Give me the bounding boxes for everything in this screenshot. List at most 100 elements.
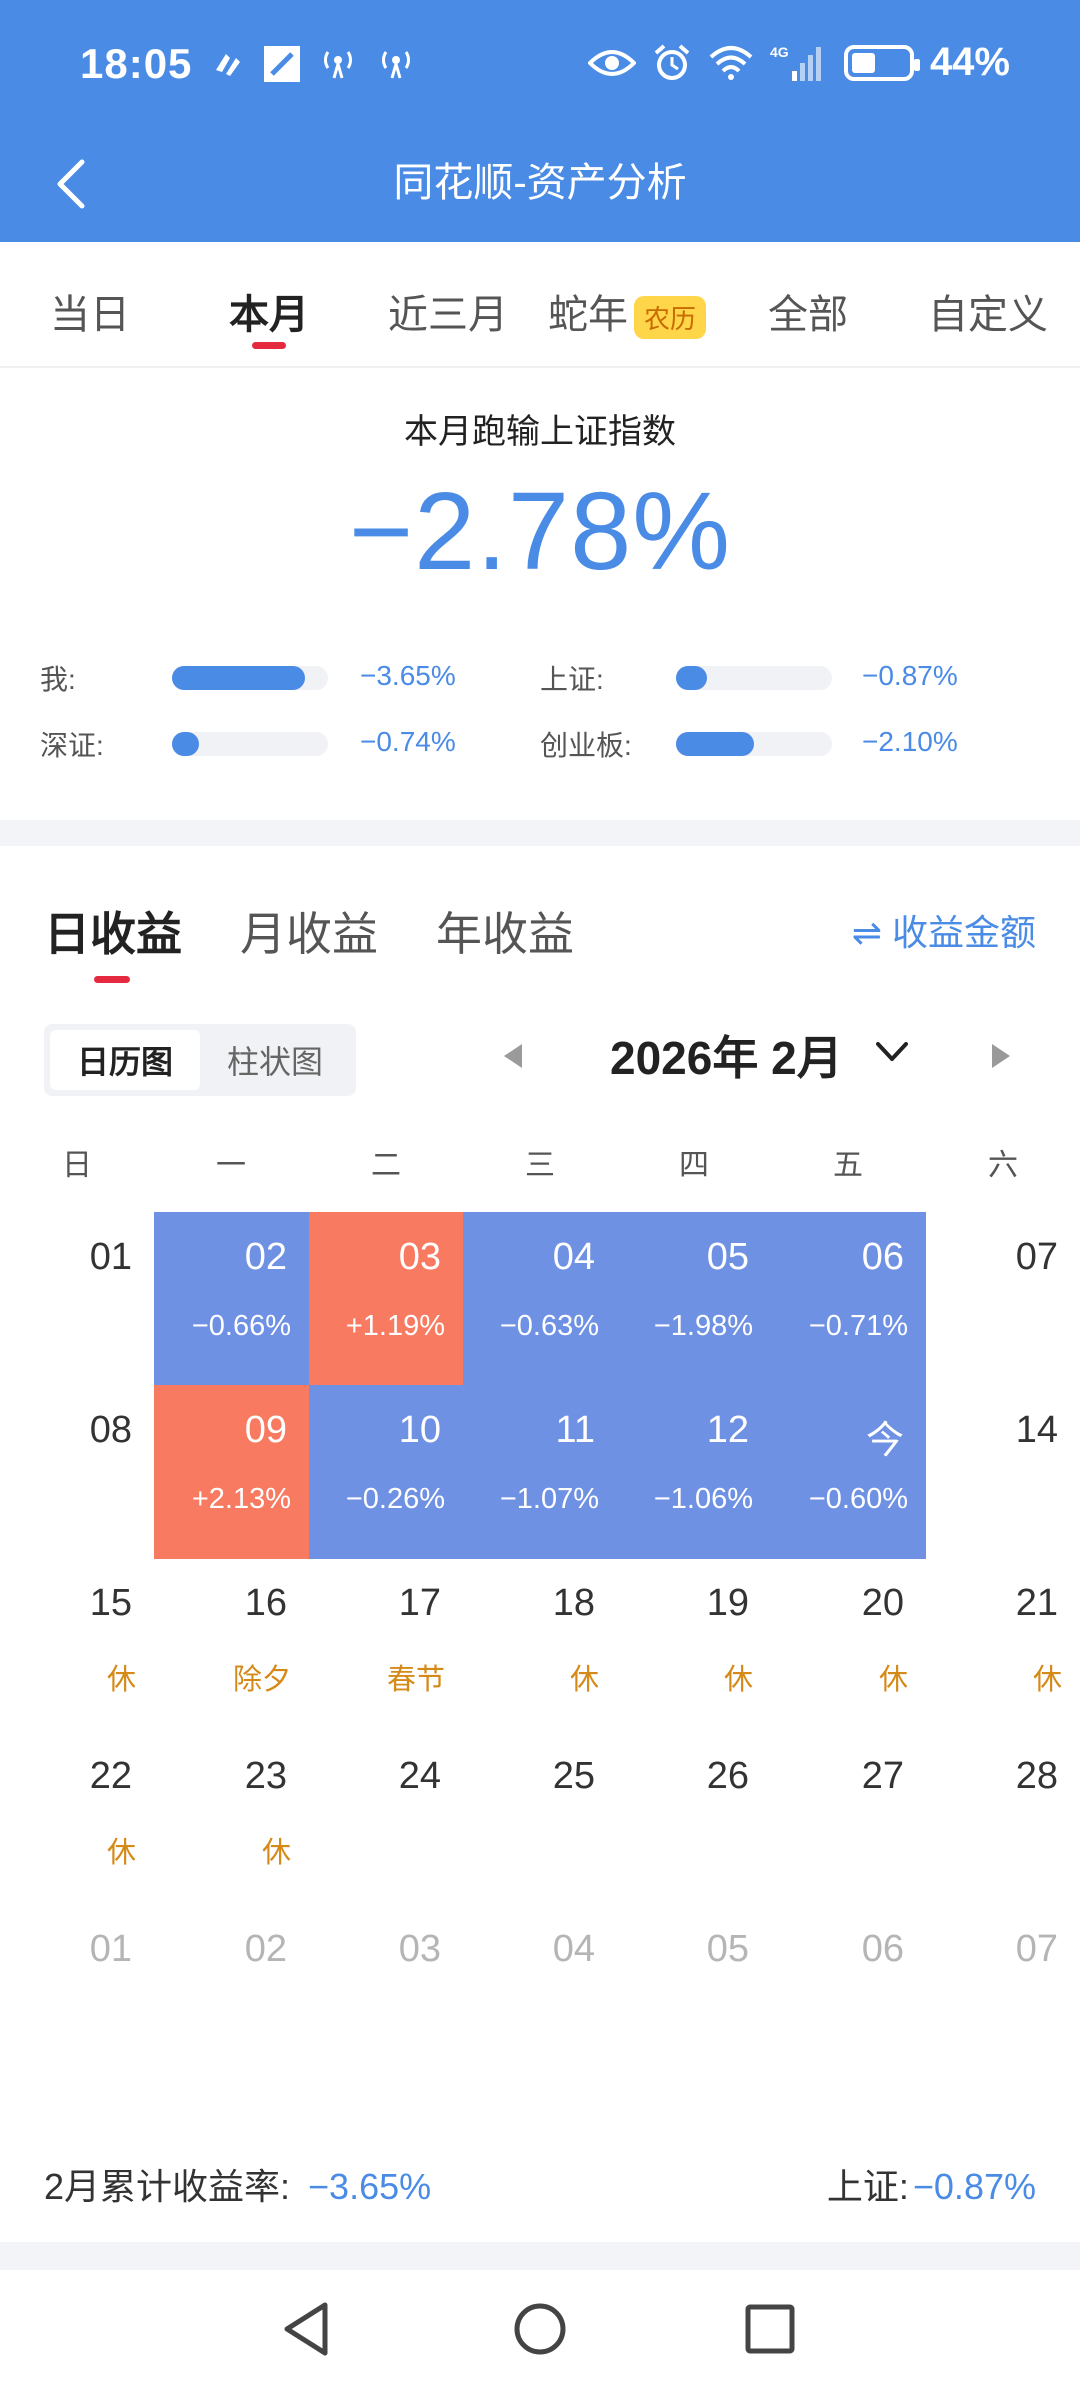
lunar-badge: 农历 — [634, 295, 707, 339]
prev-month-icon[interactable] — [504, 1044, 522, 1068]
signal-hd-icon — [208, 42, 248, 86]
calendar-day-cell[interactable]: 28 — [926, 1731, 1080, 1905]
daily-return: −0.66% — [191, 1310, 291, 1342]
comparison-bar — [172, 666, 328, 690]
calendar-day-cell[interactable]: 07 — [926, 1904, 1080, 2078]
day-number: 07 — [1015, 1928, 1058, 1970]
comparison-bar-fill — [676, 732, 754, 756]
weekday-label: 四 — [679, 1149, 709, 1182]
tab-all[interactable]: 全部 — [768, 293, 848, 337]
comparison-row-sse: 上证: −0.87% — [540, 658, 1000, 698]
calendar-view-button[interactable]: 日历图 — [50, 1030, 200, 1090]
cellular-signal-icon: 4G — [770, 41, 822, 85]
calendar-day-cell[interactable]: 15 休 — [0, 1558, 154, 1732]
day-number: 04 — [552, 1928, 595, 1970]
calendar-day-cell[interactable]: 04 −0.63% — [463, 1212, 617, 1386]
comparison-value: −0.74% — [360, 726, 456, 757]
holiday-label: 休 — [261, 1837, 291, 1869]
day-number: 今 — [865, 1420, 904, 1462]
calendar-day-cell[interactable]: 08 — [0, 1385, 154, 1559]
comparison-row-chinext: 创业板: −2.10% — [540, 724, 1000, 764]
calendar-day-cell[interactable]: 09 +2.13% — [154, 1385, 309, 1559]
tab-yearly-earnings[interactable]: 年收益 — [436, 908, 574, 960]
chevron-down-icon[interactable] — [876, 1042, 908, 1062]
next-month-icon[interactable] — [992, 1044, 1010, 1068]
calendar-day-cell[interactable]: 22 休 — [0, 1731, 154, 1905]
calendar-day-cell[interactable]: 18 休 — [463, 1558, 617, 1732]
day-number: 05 — [706, 1928, 749, 1970]
day-number: 02 — [244, 1236, 287, 1278]
day-number: 28 — [1015, 1755, 1058, 1797]
calendar-day-cell[interactable]: 11 −1.07% — [463, 1385, 617, 1559]
calendar-day-cell[interactable]: 20 休 — [771, 1558, 926, 1732]
calendar-day-cell[interactable]: 17 春节 — [309, 1558, 463, 1732]
sse-return-value: −0.87% — [912, 2166, 1036, 2207]
bar-chart-view-button[interactable]: 柱状图 — [226, 1044, 323, 1080]
calendar-day-cell[interactable]: 27 — [771, 1731, 926, 1905]
page-title: 同花顺-资产分析 — [393, 161, 687, 205]
calendar-day-cell[interactable]: 14 — [926, 1385, 1080, 1559]
calendar-day-cell[interactable]: 02 — [154, 1904, 309, 2078]
calendar-day-cell[interactable]: 12 −1.06% — [617, 1385, 771, 1559]
tab-snake-year[interactable]: 蛇年 农历 — [548, 282, 707, 340]
comparison-bar-fill — [172, 732, 199, 756]
tab-today[interactable]: 当日 — [50, 293, 130, 337]
day-number: 23 — [244, 1755, 287, 1797]
nav-recents-button[interactable] — [735, 2294, 805, 2364]
hotspot-icon — [316, 42, 360, 86]
comparison-bar-fill — [172, 666, 305, 690]
hotspot-icon-2 — [374, 42, 418, 86]
nav-back-button[interactable] — [272, 2294, 342, 2364]
tab-monthly-earnings[interactable]: 月收益 — [240, 908, 378, 960]
back-arrow-icon — [57, 159, 85, 209]
summary-title: 本月跑输上证指数 — [404, 413, 676, 451]
calendar-day-cell[interactable]: 16 除夕 — [154, 1558, 309, 1732]
calendar-day-cell[interactable]: 19 休 — [617, 1558, 771, 1732]
holiday-label: 休 — [723, 1664, 753, 1696]
calendar-day-cell[interactable]: 05 −1.98% — [617, 1212, 771, 1386]
sse-return-label: 上证: — [826, 2166, 909, 2207]
day-number: 03 — [398, 1236, 441, 1278]
calendar-day-cell[interactable]: 03 +1.19% — [309, 1212, 463, 1386]
calendar-day-cell[interactable]: 24 — [309, 1731, 463, 1905]
calendar-day-cell[interactable]: 07 — [926, 1212, 1080, 1386]
holiday-label: 休 — [878, 1664, 908, 1696]
day-number: 16 — [244, 1582, 287, 1624]
calendar-day-cell[interactable]: 21 休 — [926, 1558, 1080, 1732]
comparison-bar-fill — [676, 666, 708, 690]
tab-three-months[interactable]: 近三月 — [388, 293, 508, 337]
wifi-icon — [708, 41, 754, 85]
back-button[interactable] — [40, 154, 100, 214]
day-number: 19 — [706, 1582, 749, 1624]
tab-daily-earnings[interactable]: 日收益 — [44, 908, 182, 960]
tab-this-month[interactable]: 本月 — [229, 293, 309, 337]
status-bar: 18:05 — [0, 0, 1080, 130]
calendar-day-cell[interactable]: 25 — [463, 1731, 617, 1905]
tab-custom[interactable]: 自定义 — [928, 293, 1048, 337]
holiday-label: 除夕 — [232, 1664, 291, 1696]
calendar-day-cell[interactable]: 02 −0.66% — [154, 1212, 309, 1386]
nav-home-button[interactable] — [505, 2294, 575, 2364]
day-number: 24 — [398, 1755, 441, 1797]
comparison-label: 上证: — [540, 664, 604, 695]
calendar-day-cell[interactable]: 23 休 — [154, 1731, 309, 1905]
calendar-day-cell[interactable]: 26 — [617, 1731, 771, 1905]
comparison-label: 创业板: — [540, 730, 632, 761]
calendar-day-cell[interactable]: 06 — [771, 1904, 926, 2078]
calendar-day-cell[interactable]: 04 — [463, 1904, 617, 2078]
calendar-day-cell[interactable]: 06 −0.71% — [771, 1212, 926, 1386]
toggle-earnings-amount-button[interactable]: ⇌ 收益金额 — [851, 912, 1036, 953]
day-number: 01 — [89, 1236, 132, 1278]
calendar-day-cell[interactable]: 01 — [0, 1212, 154, 1386]
cumulative-return-label: 2月累计收益率: — [44, 2166, 291, 2207]
month-selector[interactable]: 2026年 2月 — [610, 1032, 843, 1084]
calendar-day-cell[interactable]: 10 −0.26% — [309, 1385, 463, 1559]
return-difference: −2.78% — [348, 470, 732, 593]
calendar-day-cell[interactable]: 05 — [617, 1904, 771, 2078]
calendar-day-cell[interactable]: 03 — [309, 1904, 463, 2078]
calendar-day-cell[interactable]: 今 −0.60% — [771, 1385, 926, 1559]
comparison-value: −3.65% — [360, 660, 456, 691]
holiday-label: 休 — [106, 1837, 136, 1869]
calendar-day-cell[interactable]: 01 — [0, 1904, 154, 2078]
tab-snake-year-label: 蛇年 — [548, 293, 628, 337]
